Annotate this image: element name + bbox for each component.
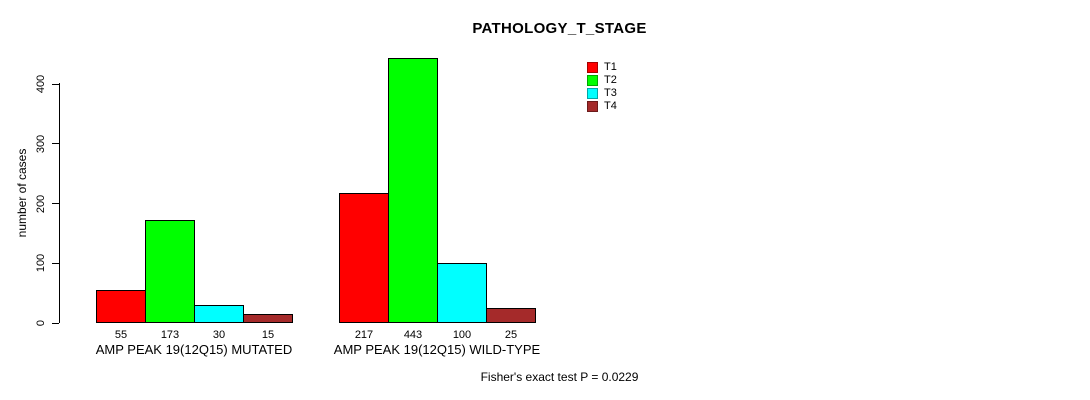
bar-value-label: 443	[403, 329, 423, 341]
legend-label: T1	[604, 61, 617, 73]
legend-item-t1: T1	[587, 61, 617, 74]
bar-value-label: 100	[452, 329, 472, 341]
bar-t1-group2	[339, 193, 389, 323]
bar-value-label: 30	[212, 329, 226, 341]
bar-value-label: 55	[114, 329, 128, 341]
bar-t4-group2	[486, 308, 536, 323]
chart-title: PATHOLOGY_T_STAGE	[472, 20, 647, 37]
y-tick-mark	[52, 83, 59, 85]
footer-annotation: Fisher's exact test P = 0.0229	[480, 370, 639, 384]
x-axis-group-label: AMP PEAK 19(12Q15) MUTATED	[95, 342, 293, 357]
y-tick-mark	[52, 203, 59, 204]
legend-item-t2: T2	[587, 74, 617, 87]
y-tick-label: 200	[35, 194, 47, 213]
bar-t2-group1	[145, 220, 195, 323]
legend-swatch-t4-icon	[587, 101, 598, 112]
legend-label: T4	[604, 100, 617, 112]
bar-value-label: 15	[261, 329, 275, 341]
y-tick-label: 400	[35, 74, 47, 94]
bar-t3-group1	[194, 305, 244, 323]
y-tick-mark	[52, 262, 59, 264]
bar-value-label: 173	[160, 329, 180, 341]
x-axis-group-label: AMP PEAK 19(12Q15) WILD-TYPE	[333, 342, 541, 357]
y-tick-label: 300	[35, 134, 47, 153]
y-tick-mark	[52, 322, 59, 324]
y-tick-mark	[52, 143, 59, 145]
legend-item-t4: T4	[587, 100, 617, 113]
legend: T1 T2 T3 T4	[587, 61, 617, 113]
bar-value-label: 217	[354, 329, 374, 341]
y-axis-line	[59, 83, 60, 323]
y-tick-label: 100	[35, 254, 47, 273]
legend-swatch-t1-icon	[587, 62, 598, 73]
legend-label: T2	[604, 74, 617, 86]
legend-swatch-t2-icon	[587, 75, 598, 86]
legend-swatch-t3-icon	[587, 88, 598, 99]
y-axis-label: number of cases	[15, 148, 29, 238]
bar-t4-group1	[243, 314, 293, 323]
bar-t1-group1	[96, 290, 146, 323]
legend-label: T3	[604, 87, 617, 99]
bar-t3-group2	[437, 263, 487, 323]
bar-t2-group2	[388, 58, 438, 323]
y-tick-label: 0	[35, 319, 47, 327]
bar-value-label: 25	[504, 329, 518, 341]
legend-item-t3: T3	[587, 87, 617, 100]
